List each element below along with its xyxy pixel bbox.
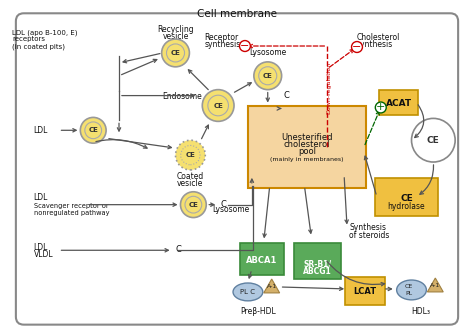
Text: Unesterified: Unesterified: [281, 133, 333, 142]
Circle shape: [254, 62, 282, 90]
Circle shape: [80, 117, 106, 143]
Text: Receptor: Receptor: [204, 33, 238, 42]
Text: Down-regulation: Down-regulation: [327, 61, 332, 114]
Text: Cell membrane: Cell membrane: [197, 9, 277, 19]
Circle shape: [411, 118, 455, 162]
Text: Endosome: Endosome: [163, 92, 202, 101]
Text: synthesis: synthesis: [357, 40, 393, 49]
Text: cholesterol: cholesterol: [283, 140, 330, 149]
Text: PL: PL: [405, 291, 412, 296]
Circle shape: [162, 39, 190, 67]
Text: vesicle: vesicle: [162, 32, 189, 41]
FancyBboxPatch shape: [293, 243, 341, 279]
FancyBboxPatch shape: [375, 178, 438, 215]
Text: of steroids: of steroids: [349, 231, 390, 240]
Text: +: +: [376, 103, 385, 113]
FancyBboxPatch shape: [345, 277, 385, 305]
Circle shape: [85, 122, 101, 139]
Text: Coated: Coated: [177, 172, 204, 181]
Text: synthesis: synthesis: [204, 40, 240, 49]
Ellipse shape: [233, 283, 263, 301]
Text: vesicle: vesicle: [177, 179, 204, 188]
Circle shape: [352, 42, 363, 52]
Polygon shape: [428, 278, 443, 292]
Circle shape: [175, 140, 205, 170]
Text: (mainly in membranes): (mainly in membranes): [270, 156, 344, 162]
Circle shape: [259, 67, 277, 85]
Text: PL C: PL C: [240, 289, 255, 295]
Text: Synthesis: Synthesis: [349, 223, 386, 232]
Text: Lysosome: Lysosome: [249, 48, 286, 57]
Text: ABCG1: ABCG1: [303, 267, 332, 276]
Circle shape: [181, 146, 200, 165]
Text: Preβ-HDL: Preβ-HDL: [240, 307, 276, 316]
Text: Scavenger receptor or: Scavenger receptor or: [34, 203, 109, 209]
Text: LDL: LDL: [34, 126, 48, 135]
Text: nonregulated pathway: nonregulated pathway: [34, 210, 109, 215]
Text: CE: CE: [213, 103, 223, 109]
Text: VLDL: VLDL: [34, 250, 54, 259]
Text: CE: CE: [400, 194, 413, 203]
Text: CE: CE: [185, 152, 195, 158]
Circle shape: [375, 102, 386, 113]
Polygon shape: [264, 279, 280, 293]
Text: Cholesterol: Cholesterol: [357, 33, 401, 42]
Text: C: C: [175, 245, 182, 254]
Text: LDL (apo B-100, E): LDL (apo B-100, E): [12, 29, 77, 36]
FancyBboxPatch shape: [240, 243, 283, 275]
Text: CE: CE: [263, 73, 273, 79]
Circle shape: [239, 41, 250, 51]
FancyBboxPatch shape: [16, 13, 458, 325]
FancyBboxPatch shape: [248, 107, 366, 188]
Text: pool: pool: [298, 147, 316, 156]
Text: ACAT: ACAT: [385, 99, 412, 108]
Text: receptors: receptors: [12, 36, 45, 42]
Circle shape: [166, 44, 184, 62]
Text: HDL₃: HDL₃: [411, 307, 430, 316]
Text: CE: CE: [404, 284, 413, 289]
Text: LCAT: LCAT: [353, 287, 376, 296]
Circle shape: [181, 192, 206, 217]
Text: −: −: [352, 42, 362, 52]
Text: CE: CE: [88, 127, 98, 133]
Circle shape: [185, 196, 202, 213]
Text: A-1: A-1: [266, 284, 277, 289]
Text: CE: CE: [427, 136, 440, 145]
Text: ABCA1: ABCA1: [246, 256, 277, 265]
Circle shape: [208, 95, 228, 116]
Text: CE: CE: [189, 202, 198, 208]
Text: (in coated pits): (in coated pits): [12, 43, 65, 49]
Text: hydrolase: hydrolase: [388, 202, 425, 211]
Text: SR-B1/: SR-B1/: [303, 260, 331, 269]
Text: C: C: [220, 200, 226, 209]
Ellipse shape: [397, 280, 427, 300]
Text: LDL: LDL: [34, 243, 48, 252]
Circle shape: [202, 90, 234, 121]
FancyBboxPatch shape: [379, 90, 419, 116]
Text: CE: CE: [171, 50, 181, 56]
Text: Lysosome: Lysosome: [212, 205, 249, 214]
Text: LDL: LDL: [34, 193, 48, 202]
Text: Recycling: Recycling: [157, 25, 194, 34]
Text: −: −: [240, 41, 250, 51]
Text: A-1: A-1: [430, 283, 440, 288]
Text: C: C: [283, 91, 290, 100]
